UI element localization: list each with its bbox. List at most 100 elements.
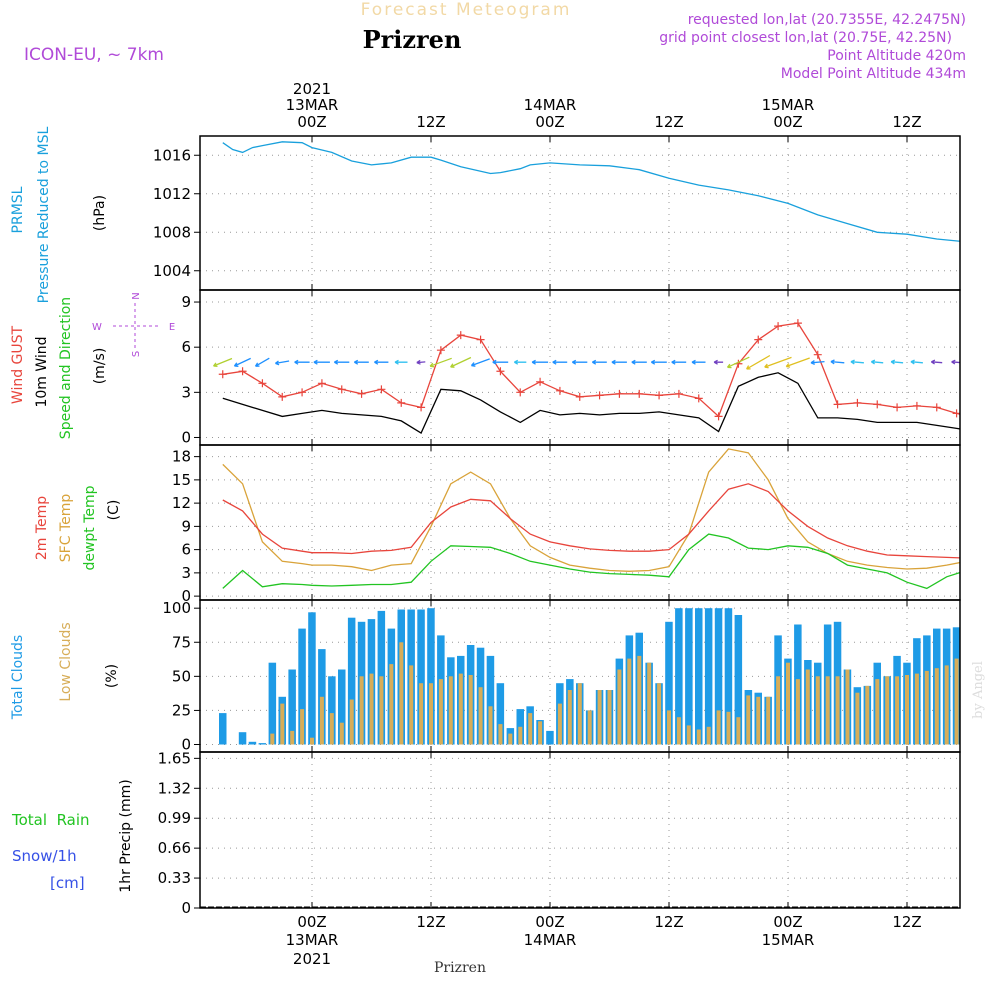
top-year: 2021 xyxy=(293,80,331,98)
wind-direction-arrow xyxy=(492,359,509,365)
wind-direction-arrow xyxy=(611,359,627,365)
wind-direction-arrow xyxy=(531,359,549,365)
wind-direction-arrow xyxy=(726,356,750,369)
gust-marker xyxy=(754,335,763,344)
gust-marker xyxy=(714,412,723,421)
footer-location: Prizren xyxy=(434,960,486,976)
gust-marker xyxy=(694,394,703,403)
precip-ytick-label-1: 0.33 xyxy=(158,869,191,887)
wind-direction-arrow xyxy=(713,359,724,365)
wind-direction-arrow xyxy=(691,359,706,365)
low-cloud-bar xyxy=(468,675,473,745)
rain-bar xyxy=(973,897,980,908)
wind-direction-arrow xyxy=(910,359,923,365)
low-cloud-bar xyxy=(845,669,850,745)
low-cloud-bar xyxy=(905,675,909,745)
location-title: Prizren xyxy=(363,25,462,54)
wind10m-line xyxy=(222,372,960,434)
low-cloud-bar xyxy=(339,722,344,745)
low-cloud-bar xyxy=(944,665,949,745)
clouds-ytick-label-4: 100 xyxy=(162,599,191,617)
grid-point-coords: grid point closest lon,lat (20.75E, 42.2… xyxy=(659,30,952,46)
gust-marker xyxy=(873,400,882,409)
temp-unit: (C) xyxy=(106,500,122,521)
total-cloud-bar xyxy=(338,669,346,745)
bottom-year: 2021 xyxy=(293,950,331,968)
prmsl-sublabel: Pressure Reduced to MSL xyxy=(36,126,52,303)
low-cloud-bar xyxy=(329,713,334,745)
low-cloud-bar xyxy=(716,710,721,745)
wind-direction-arrow xyxy=(394,359,408,365)
total-cloud-bar xyxy=(685,608,693,745)
temp-ytick-label-4: 12 xyxy=(172,494,191,512)
gust-marker xyxy=(635,389,644,398)
low-cloud-bar xyxy=(965,629,969,745)
total-cloud-bar xyxy=(704,608,713,745)
point-altitude: Point Altitude 420m xyxy=(827,48,966,64)
gust-marker xyxy=(972,414,980,422)
gust-marker xyxy=(655,391,664,400)
precip-unit: 1hr Precip (mm) xyxy=(118,779,134,892)
gust-marker xyxy=(278,392,287,401)
wind-direction-arrow xyxy=(850,359,864,365)
low-cloud-bar xyxy=(855,692,860,745)
total-cloud-bar xyxy=(417,609,425,745)
gust-marker xyxy=(397,398,406,407)
low-cloud-bar xyxy=(815,676,820,745)
total-cloud-bar xyxy=(963,625,971,745)
low-cloud-bar xyxy=(667,710,671,745)
top-tick-2: 12Z xyxy=(416,113,445,131)
wind-direction-arrow xyxy=(785,357,810,368)
bottom-tick-5: 00Z xyxy=(773,913,802,931)
low-cloud-label: Low Clouds xyxy=(58,622,74,701)
temp-ytick-label-6: 18 xyxy=(172,448,191,466)
total-cloud-bar xyxy=(695,608,703,745)
low-cloud-bar xyxy=(429,683,433,745)
prmsl-ytick-label-3: 1016 xyxy=(153,146,191,164)
prmsl-unit: (hPa) xyxy=(92,195,108,231)
top-date-2: 14MAR xyxy=(524,96,577,114)
compass-w: W xyxy=(92,322,102,333)
low-cloud-bar xyxy=(379,676,384,745)
low-cloud-bar xyxy=(389,664,394,745)
wind-speed-dir-label: Speed and Direction xyxy=(58,297,74,439)
low-cloud-bar xyxy=(280,703,285,745)
gust-marker xyxy=(575,392,584,401)
wind-direction-arrow xyxy=(294,359,310,365)
wind-direction-arrow xyxy=(631,359,647,365)
wind-direction-arrow xyxy=(870,359,884,365)
wind-ytick-label-0: 0 xyxy=(181,428,191,446)
low-cloud-bar xyxy=(865,685,870,745)
gust-marker xyxy=(595,391,604,400)
low-cloud-bar xyxy=(349,699,354,745)
wind-direction-arrow xyxy=(591,359,607,365)
cloud-unit: (%) xyxy=(104,664,120,688)
total-cloud-bar xyxy=(268,662,277,745)
wind-direction-arrow xyxy=(333,359,350,365)
low-cloud-bar xyxy=(924,670,929,745)
prmsl-label: PRMSL xyxy=(10,186,26,233)
snow-label: Snow/1h xyxy=(12,847,77,865)
total-cloud-bar xyxy=(347,617,356,745)
low-cloud-bar xyxy=(726,711,731,745)
sfc-temp-line xyxy=(222,448,960,572)
wind-direction-arrow xyxy=(991,360,1000,364)
gust-marker xyxy=(833,400,842,409)
low-cloud-bar xyxy=(647,662,652,745)
chart-title: Forecast Meteogram xyxy=(361,0,572,20)
low-cloud-bar xyxy=(994,615,998,745)
bottom-tick-1: 00Z xyxy=(297,913,326,931)
precip-ytick-label-3: 0.99 xyxy=(158,809,191,827)
low-cloud-bar xyxy=(885,676,890,745)
temp-ytick-label-3: 9 xyxy=(181,517,191,535)
gust-marker xyxy=(952,409,960,418)
low-cloud-bar xyxy=(577,683,582,745)
precip-ytick-label-5: 1.65 xyxy=(158,749,191,767)
total-cloud-bar xyxy=(328,676,336,745)
total-cloud-bar xyxy=(496,683,505,745)
low-cloud-bar xyxy=(805,669,810,745)
low-cloud-bar xyxy=(567,690,572,745)
low-cloud-bar xyxy=(686,725,691,745)
low-cloud-bar xyxy=(409,665,414,745)
gust-marker xyxy=(377,385,386,394)
